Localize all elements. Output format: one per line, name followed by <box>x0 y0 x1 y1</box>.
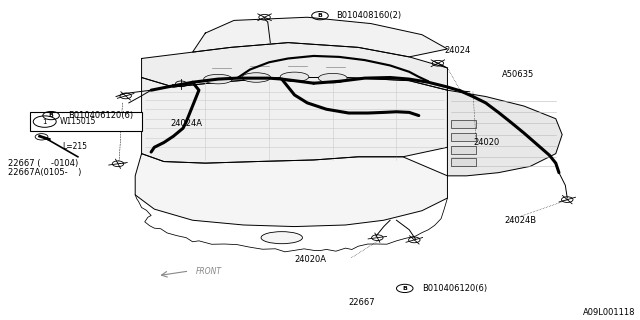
Text: L=215: L=215 <box>62 142 87 151</box>
Text: 22667 (    -0104): 22667 ( -0104) <box>8 159 78 168</box>
Ellipse shape <box>319 73 347 83</box>
Ellipse shape <box>204 74 232 84</box>
Text: B: B <box>317 13 323 18</box>
Polygon shape <box>447 90 562 176</box>
Ellipse shape <box>261 232 303 244</box>
Text: B: B <box>49 113 54 118</box>
Polygon shape <box>141 43 447 90</box>
Text: A09L001118: A09L001118 <box>583 308 636 317</box>
Bar <box>451 133 476 141</box>
Text: B010406120(6): B010406120(6) <box>422 284 487 293</box>
Ellipse shape <box>242 73 271 82</box>
Text: A50635: A50635 <box>502 70 534 79</box>
Bar <box>451 158 476 166</box>
Text: 24020A: 24020A <box>294 255 326 264</box>
Text: 22667: 22667 <box>349 298 375 307</box>
Ellipse shape <box>280 72 309 82</box>
Bar <box>451 146 476 154</box>
Text: 24024B: 24024B <box>505 216 537 225</box>
Text: B: B <box>403 286 407 291</box>
Text: 1: 1 <box>42 119 47 124</box>
Text: B010406120(6): B010406120(6) <box>68 111 133 120</box>
Text: B010408160(2): B010408160(2) <box>336 11 401 20</box>
Text: FRONT: FRONT <box>196 267 221 276</box>
Text: 24020: 24020 <box>473 138 499 147</box>
Polygon shape <box>141 77 447 163</box>
Text: 22667A(0105-    ): 22667A(0105- ) <box>8 168 81 177</box>
Polygon shape <box>135 154 447 227</box>
Text: 24024: 24024 <box>444 46 470 55</box>
Bar <box>451 120 476 128</box>
Polygon shape <box>193 17 447 57</box>
Bar <box>30 112 141 132</box>
Text: 24024A: 24024A <box>170 119 202 128</box>
Text: W115015: W115015 <box>60 117 97 126</box>
